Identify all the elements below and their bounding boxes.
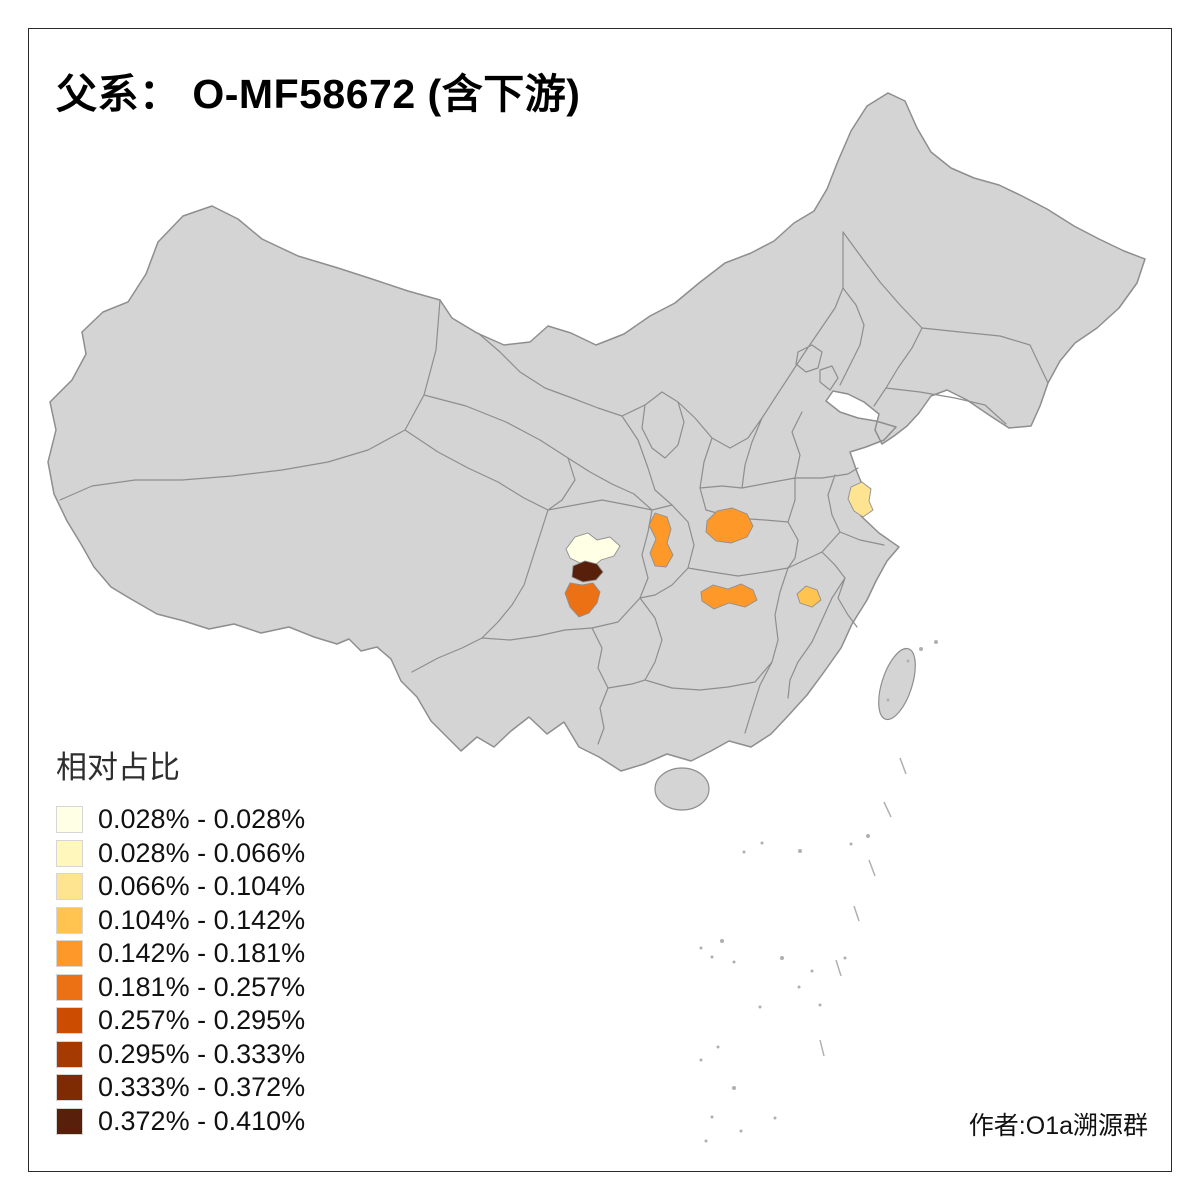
legend-item: 0.028% - 0.066% xyxy=(56,837,305,871)
highlight-region-light-orange xyxy=(796,585,822,608)
legend-swatch xyxy=(56,1007,83,1035)
island-dot xyxy=(780,956,784,960)
legend-item: 0.372% - 0.410% xyxy=(56,1105,305,1139)
island-dot xyxy=(818,1003,822,1007)
legend-label: 0.028% - 0.066% xyxy=(98,837,306,868)
legend-item: 0.257% - 0.295% xyxy=(56,1004,305,1038)
highlight-region-south-orange xyxy=(700,583,758,610)
island-dot xyxy=(699,946,703,950)
sea-dash-mark xyxy=(883,801,892,818)
island-dot xyxy=(742,850,746,854)
island-dot xyxy=(934,640,938,644)
legend-item: 0.028% - 0.028% xyxy=(56,803,305,837)
highlight-region-dark-brown xyxy=(571,560,604,583)
island-dot xyxy=(716,1045,720,1049)
legend-label: 0.372% - 0.410% xyxy=(98,1105,306,1136)
island-dot xyxy=(919,647,923,651)
highlight-region-pale-cream xyxy=(565,532,621,568)
legend-item: 0.142% - 0.181% xyxy=(56,937,305,971)
mainland-outline xyxy=(47,92,1146,772)
island-dot xyxy=(732,1086,736,1090)
legend-item: 0.333% - 0.372% xyxy=(56,1071,305,1105)
sea-dash-mark xyxy=(819,1039,825,1057)
legend-label: 0.104% - 0.142% xyxy=(98,904,306,935)
page-title: 父系： O-MF58672 (含下游) xyxy=(56,71,581,117)
legend-item: 0.295% - 0.333% xyxy=(56,1038,305,1072)
legend-swatch xyxy=(56,973,83,1001)
highlight-region-north-orange xyxy=(705,507,754,544)
legend-swatch xyxy=(56,873,83,901)
legend-swatch xyxy=(56,806,83,834)
island-dot xyxy=(906,659,910,663)
hainan-island xyxy=(654,767,710,811)
legend-swatch xyxy=(56,1074,83,1102)
island-dot xyxy=(720,939,724,943)
legend-label: 0.142% - 0.181% xyxy=(98,938,306,969)
legend-label: 0.295% - 0.333% xyxy=(98,1038,306,1069)
island-dot xyxy=(710,1115,714,1119)
highlight-region-pale-yellow xyxy=(847,481,874,518)
legend-swatch xyxy=(56,1040,83,1068)
island-dot xyxy=(699,1058,703,1062)
island-dot xyxy=(843,956,847,960)
legend-swatch xyxy=(56,1107,83,1135)
legend-label: 0.028% - 0.028% xyxy=(98,804,306,835)
legend-label: 0.181% - 0.257% xyxy=(98,971,306,1002)
island-dot xyxy=(797,985,801,989)
sea-dash-mark xyxy=(853,905,860,922)
island-dot xyxy=(773,1116,777,1120)
island-dot xyxy=(760,841,764,845)
highlighted-regions xyxy=(564,481,874,618)
island-dot xyxy=(886,698,890,702)
legend-swatch xyxy=(56,906,83,934)
island-dot xyxy=(704,1139,708,1143)
legend: 相对占比 0.028% - 0.028% 0.028% - 0.066% 0.066… xyxy=(56,742,305,1138)
attribution-text: 作者:O1a溯源群 xyxy=(968,1112,1148,1140)
sea-dash-mark xyxy=(868,859,876,877)
legend-title: 相对占比 xyxy=(56,750,180,785)
legend-label: 0.257% - 0.295% xyxy=(98,1005,306,1036)
sea-dash-mark xyxy=(835,959,842,977)
legend-items: 0.028% - 0.028% 0.028% - 0.066% 0.066% - 0… xyxy=(56,803,305,1138)
island-dot xyxy=(739,1129,743,1133)
island-dot xyxy=(798,849,802,853)
legend-swatch xyxy=(56,839,83,867)
legend-label: 0.333% - 0.372% xyxy=(98,1072,306,1103)
sea-dash-mark xyxy=(899,757,907,775)
legend-label: 0.066% - 0.104% xyxy=(98,871,306,902)
island-dot xyxy=(866,834,870,838)
highlight-region-deep-orange xyxy=(564,582,601,618)
legend-item: 0.181% - 0.257% xyxy=(56,971,305,1005)
mainland-group xyxy=(47,92,1146,811)
legend-item: 0.066% - 0.104% xyxy=(56,870,305,904)
island-dot xyxy=(849,842,853,846)
island-dot xyxy=(758,1005,762,1009)
highlight-region-vertical-orange xyxy=(648,512,674,568)
legend-item: 0.104% - 0.142% xyxy=(56,904,305,938)
taiwan-island xyxy=(878,647,916,721)
island-dot xyxy=(732,960,736,964)
legend-swatch xyxy=(56,940,83,968)
sea-islands xyxy=(699,640,938,1143)
island-dot xyxy=(710,955,714,959)
island-dot xyxy=(810,969,814,973)
